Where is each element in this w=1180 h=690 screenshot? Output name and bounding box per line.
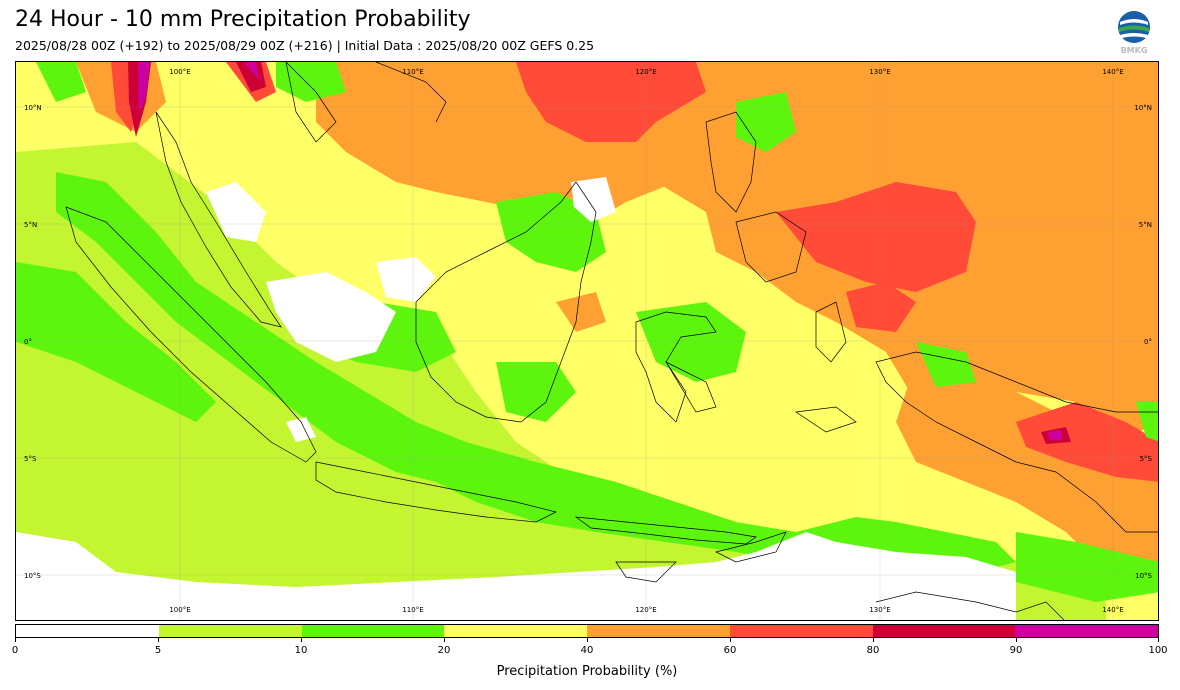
- colorbar-segment: [444, 625, 587, 637]
- colorbar-tick-label: 20: [437, 645, 451, 656]
- java-coastline: [315, 461, 558, 523]
- bmkg-logo-icon: BMKG: [1114, 10, 1154, 56]
- new-guinea-coastline: [875, 351, 1158, 533]
- map-subtitle: 2025/08/28 00Z (+192) to 2025/08/29 00Z …: [15, 38, 595, 53]
- indochina-coastline: [285, 62, 447, 143]
- prob-10-20-regions: [16, 62, 1158, 602]
- lesser-sunda-coastline: [574, 516, 757, 545]
- colorbar-tick: [15, 638, 16, 642]
- colorbar-tick-label: 100: [1148, 645, 1168, 656]
- colorbar-tick: [1016, 638, 1017, 642]
- prob-5-10-regions: [16, 142, 1106, 620]
- map-title: 24 Hour - 10 mm Precipitation Probabilit…: [15, 7, 471, 32]
- lon-label-bottom: 130°E: [869, 606, 890, 614]
- colorbar-tick-label: 40: [580, 645, 594, 656]
- svg-text:BMKG: BMKG: [1121, 46, 1148, 55]
- philippines-coastline: [705, 111, 807, 283]
- colorbar-tick: [301, 638, 302, 642]
- lat-labels-left: 10°N 5°N 0° 5°S 10°S: [24, 104, 42, 580]
- colorbar-tick: [158, 638, 159, 642]
- colorbar-segment: [301, 625, 445, 637]
- lat-label-right: 10°S: [1135, 572, 1152, 580]
- colorbar-tick-label: 80: [866, 645, 880, 656]
- colorbar-tick-label: 60: [723, 645, 737, 656]
- colorbar-segment: [872, 625, 1016, 637]
- maluku-coastline: [795, 301, 857, 433]
- lon-label-top: 130°E: [869, 68, 890, 76]
- colorbar-segment: [729, 625, 873, 637]
- lat-label-right: 5°N: [1139, 221, 1152, 229]
- colorbar-tick-label: 10: [294, 645, 308, 656]
- lon-labels-top: 100°E 110°E 120°E 130°E 140°E: [169, 68, 1123, 76]
- colorbar-tick-label: 0: [11, 645, 19, 656]
- colorbar-segment: [16, 625, 159, 637]
- lon-label-bottom: 110°E: [402, 606, 423, 614]
- colorbar-tick: [1158, 638, 1159, 642]
- colorbar: [15, 624, 1159, 638]
- lon-labels-bottom: 100°E 110°E 120°E 130°E 140°E: [169, 606, 1123, 614]
- borneo-coastline: [415, 181, 597, 423]
- malay-peninsula-coastline: [155, 111, 282, 328]
- lat-label-right: 5°S: [1140, 455, 1153, 463]
- prob-0-5-regions: [16, 177, 1016, 620]
- colorbar-tick: [873, 638, 874, 642]
- lon-label-top: 100°E: [169, 68, 190, 76]
- lat-label-right: 0°: [1144, 338, 1152, 346]
- timor-coastline: [714, 531, 787, 563]
- lon-label-top: 110°E: [402, 68, 423, 76]
- lat-labels-right: 10°N 5°N 0° 5°S 10°S: [1134, 104, 1152, 580]
- map-canvas: 100°E 110°E 120°E 130°E 140°E 100°E 110°…: [16, 62, 1158, 620]
- colorbar-segment: [158, 625, 302, 637]
- lat-label-left: 10°N: [24, 104, 42, 112]
- colorbar-tick-label: 5: [154, 645, 162, 656]
- colorbar-ticks: 0 5 10 20 40 60 80 90 100: [11, 638, 1168, 658]
- colorbar-label: Precipitation Probability (%): [496, 664, 678, 679]
- colorbar-tick: [444, 638, 445, 642]
- lon-label-bottom: 140°E: [1102, 606, 1123, 614]
- colorbar-segment: [1015, 625, 1158, 637]
- lat-label-left: 10°S: [24, 572, 41, 580]
- lat-label-left: 5°S: [24, 455, 37, 463]
- sulawesi-coastline: [635, 311, 717, 423]
- colorbar-segment: [587, 625, 730, 637]
- lon-label-top: 120°E: [635, 68, 656, 76]
- precipitation-map: 100°E 110°E 120°E 130°E 140°E 100°E 110°…: [15, 61, 1159, 621]
- sumatra-coastline: [65, 206, 317, 463]
- map-gridlines: [16, 62, 1158, 620]
- australia-coastline: [615, 561, 1065, 620]
- lat-label-left: 5°N: [24, 221, 37, 229]
- colorbar-tick: [730, 638, 731, 642]
- lon-label-bottom: 100°E: [169, 606, 190, 614]
- prob-60-80-regions: [111, 62, 1158, 482]
- lat-label-left: 0°: [24, 338, 32, 346]
- lat-label-right: 10°N: [1134, 104, 1152, 112]
- lon-label-top: 140°E: [1102, 68, 1123, 76]
- colorbar-tick: [587, 638, 588, 642]
- lon-label-bottom: 120°E: [635, 606, 656, 614]
- coastlines: [65, 62, 1158, 620]
- colorbar-tick-label: 90: [1009, 645, 1023, 656]
- prob-90-100-regions: [138, 62, 1062, 440]
